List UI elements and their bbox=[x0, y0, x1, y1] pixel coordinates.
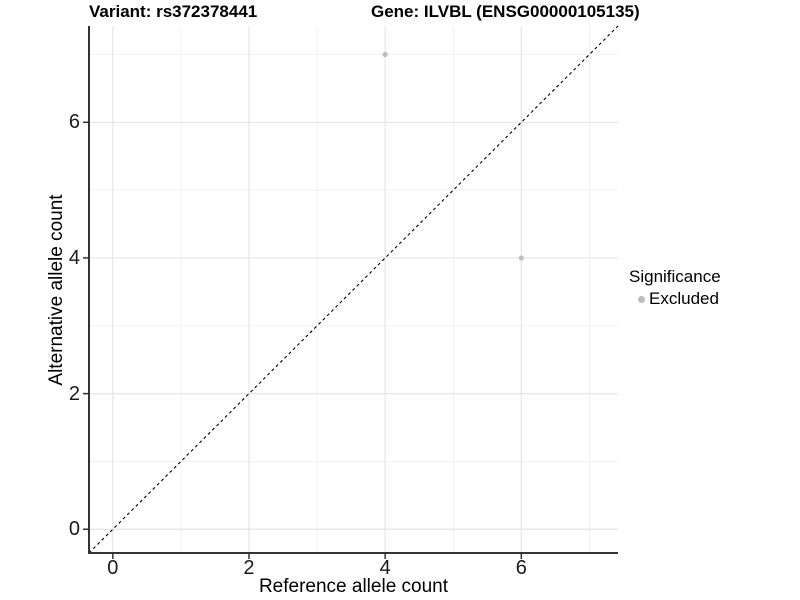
x-tick-label: 0 bbox=[107, 557, 119, 579]
y-tick-label: 4 bbox=[68, 246, 80, 269]
plot-title-gene: Gene: ILVBL (ENSG00000105135) bbox=[371, 2, 640, 21]
data-point bbox=[382, 51, 388, 58]
x-tick-label: 6 bbox=[515, 557, 527, 579]
legend: Significance Excluded bbox=[629, 266, 721, 310]
x-tick-label: 2 bbox=[243, 557, 255, 579]
legend-item-excluded: Excluded bbox=[629, 288, 721, 310]
identity-dashed-line bbox=[88, 25, 619, 554]
x-axis-title: Reference allele count bbox=[258, 576, 449, 597]
data-point bbox=[518, 255, 524, 261]
y-tick-label: 6 bbox=[68, 111, 80, 134]
y-tick-label: 0 bbox=[68, 518, 80, 541]
legend-point-icon bbox=[638, 295, 645, 303]
plot-title-variant: Variant: rs372378441 bbox=[89, 2, 258, 21]
y-tick-label: 2 bbox=[68, 382, 80, 405]
legend-title: Significance bbox=[629, 267, 721, 286]
y-axis-title: Alternative allele count bbox=[46, 194, 67, 386]
legend-item-label: Excluded bbox=[649, 289, 719, 308]
x-tick-label: 4 bbox=[379, 557, 391, 579]
